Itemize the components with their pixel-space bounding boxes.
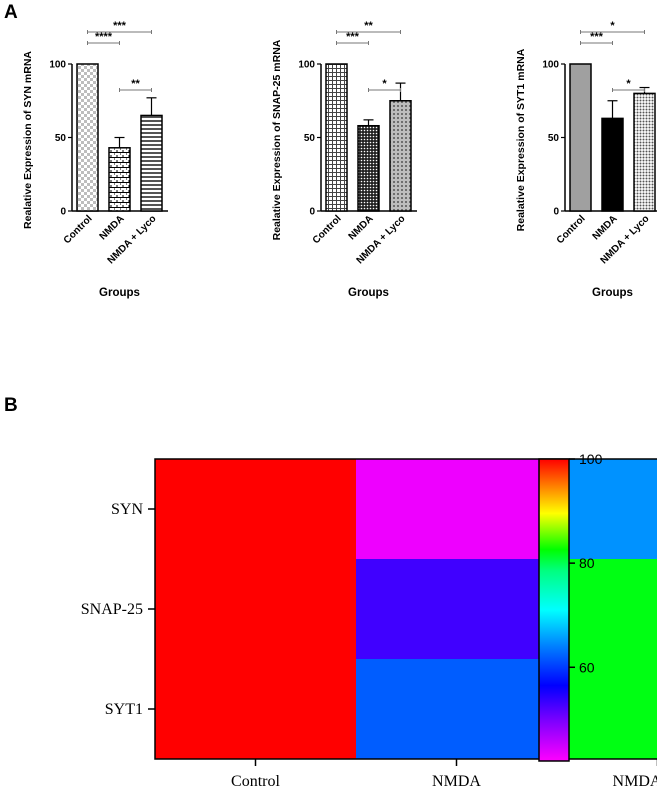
colorbar-tick-label: 60 [579,659,595,675]
category-label: NMDA [591,213,620,242]
colorbar [538,458,570,762]
bar-1 [601,117,624,212]
heatmap-cell-2-0 [155,659,356,759]
sig-label: * [382,78,387,90]
heatmap-row-label: SYT1 [105,701,143,718]
sig-label: *** [113,20,127,32]
heatmap-cell-1-1 [356,559,557,659]
sig-label: * [626,78,631,90]
bar-2 [633,92,656,212]
heatmap-col-label: Control [231,773,280,790]
sig-label: **** [95,31,113,43]
y-axis-label: Realative Expression of SNAP-25 mRNA [271,39,283,240]
colorbar-tick-label: 80 [579,555,595,571]
colorbar-tick-label: 100 [579,451,603,467]
y-tick-label: 50 [304,133,316,144]
category-label: Control [311,213,344,246]
category-label: Control [555,213,588,246]
heatmap-cell-2-1 [356,659,557,759]
sig-label: *** [590,31,604,43]
y-tick-label: 50 [55,133,67,144]
heatmap: SYN SNAP-25 SYT1 Control NMDA NMDA+Lyco 60 80 10… [81,451,657,790]
heatmap-row-label: SYN [111,501,143,518]
x-axis-label: Groups [592,287,633,299]
heatmap-cell-0-2 [557,459,657,559]
heatmap-cell-1-2 [557,559,657,659]
panel-label-a: A [4,2,18,23]
y-tick-label: 0 [553,207,559,218]
x-axis-label: Groups [99,287,140,299]
y-axis-label: Realative Expression of SYT1 mRNA [515,48,527,231]
bar-2 [140,114,163,212]
heatmap-col-label: NMDA+Lyco [613,773,657,790]
category-label: NMDA [98,213,127,242]
heatmap-cell-0-0 [155,459,356,559]
y-tick-label: 0 [60,207,66,218]
sig-label: *** [346,31,360,43]
panel-label-b: B [4,395,18,416]
y-tick-label: 100 [298,60,315,71]
x-axis-label: Groups [348,287,389,299]
y-tick-label: 100 [542,60,559,71]
y-axis-label: Realative Expression of SYN mRNA [22,51,34,229]
heatmap-col-label: NMDA [432,773,481,790]
heatmap-row-label: SNAP-25 [81,601,143,618]
y-tick-label: 0 [309,207,315,218]
sig-label: ** [131,78,140,90]
heatmap-cell-0-1 [356,459,557,559]
bar-1 [357,124,380,212]
sig-label: * [610,20,615,32]
y-tick-label: 50 [548,133,560,144]
bar-0 [325,63,348,212]
y-tick-label: 100 [49,60,66,71]
bar-0 [569,63,592,212]
category-label: Control [62,213,95,246]
heatmap-cell-2-2 [557,659,657,759]
heatmap-cell-1-0 [155,559,356,659]
bar-1 [108,147,131,212]
sig-label: ** [364,20,373,32]
category-label: NMDA [347,213,376,242]
bar-0 [76,63,99,212]
bar-2 [389,100,412,212]
